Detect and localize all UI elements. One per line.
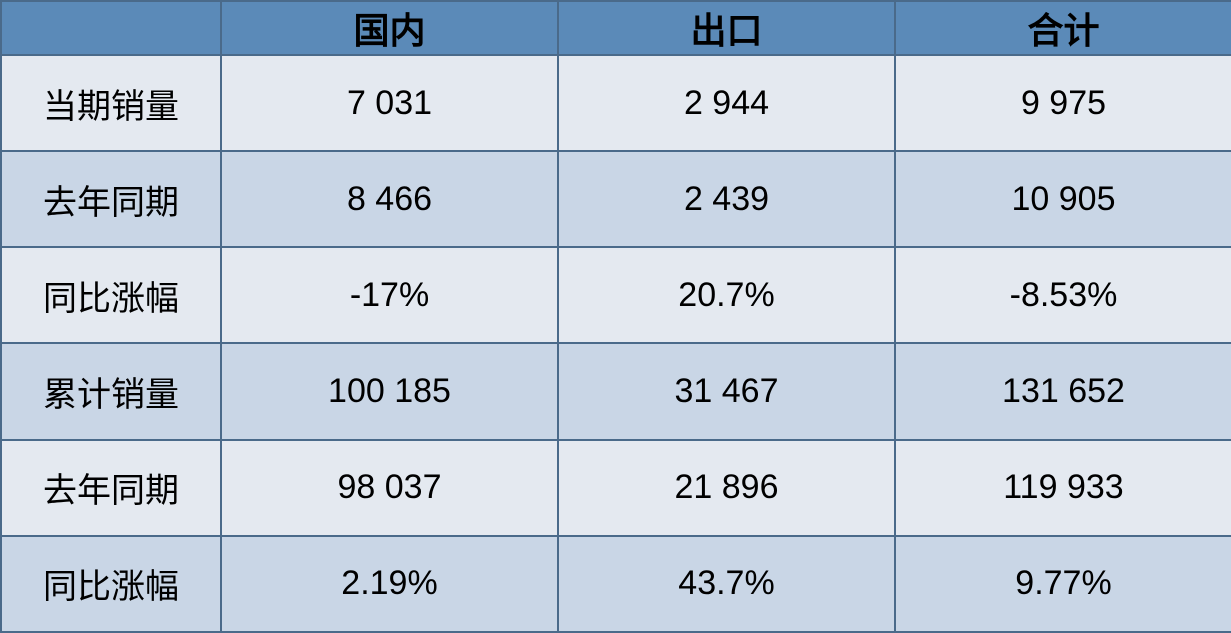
cell-export: 2 439 (558, 151, 895, 247)
cell-domestic: 2.19% (221, 536, 558, 632)
table-row: 同比涨幅 -17% 20.7% -8.53% (1, 247, 1231, 343)
cell-export: 31 467 (558, 343, 895, 439)
header-domestic: 国内 (221, 1, 558, 55)
table-row: 同比涨幅 2.19% 43.7% 9.77% (1, 536, 1231, 632)
cell-total: 119 933 (895, 440, 1231, 536)
cell-total: 9.77% (895, 536, 1231, 632)
table-row: 去年同期 98 037 21 896 119 933 (1, 440, 1231, 536)
cell-domestic: 8 466 (221, 151, 558, 247)
cell-domestic: 98 037 (221, 440, 558, 536)
cell-domestic: 7 031 (221, 55, 558, 151)
cell-domestic: 100 185 (221, 343, 558, 439)
cell-export: 20.7% (558, 247, 895, 343)
row-label: 同比涨幅 (1, 247, 221, 343)
cell-export: 43.7% (558, 536, 895, 632)
header-blank (1, 1, 221, 55)
cell-export: 2 944 (558, 55, 895, 151)
row-label: 累计销量 (1, 343, 221, 439)
sales-table: 国内 出口 合计 当期销量 7 031 2 944 9 975 去年同期 8 4… (0, 0, 1231, 633)
table-header-row: 国内 出口 合计 (1, 1, 1231, 55)
table-row: 当期销量 7 031 2 944 9 975 (1, 55, 1231, 151)
cell-export: 21 896 (558, 440, 895, 536)
cell-total: 131 652 (895, 343, 1231, 439)
row-label: 去年同期 (1, 440, 221, 536)
cell-total: -8.53% (895, 247, 1231, 343)
table-row: 累计销量 100 185 31 467 131 652 (1, 343, 1231, 439)
cell-total: 10 905 (895, 151, 1231, 247)
row-label: 同比涨幅 (1, 536, 221, 632)
table-row: 去年同期 8 466 2 439 10 905 (1, 151, 1231, 247)
row-label: 当期销量 (1, 55, 221, 151)
header-total: 合计 (895, 1, 1231, 55)
row-label: 去年同期 (1, 151, 221, 247)
header-export: 出口 (558, 1, 895, 55)
cell-domestic: -17% (221, 247, 558, 343)
sales-table-container: 国内 出口 合计 当期销量 7 031 2 944 9 975 去年同期 8 4… (0, 0, 1231, 633)
cell-total: 9 975 (895, 55, 1231, 151)
